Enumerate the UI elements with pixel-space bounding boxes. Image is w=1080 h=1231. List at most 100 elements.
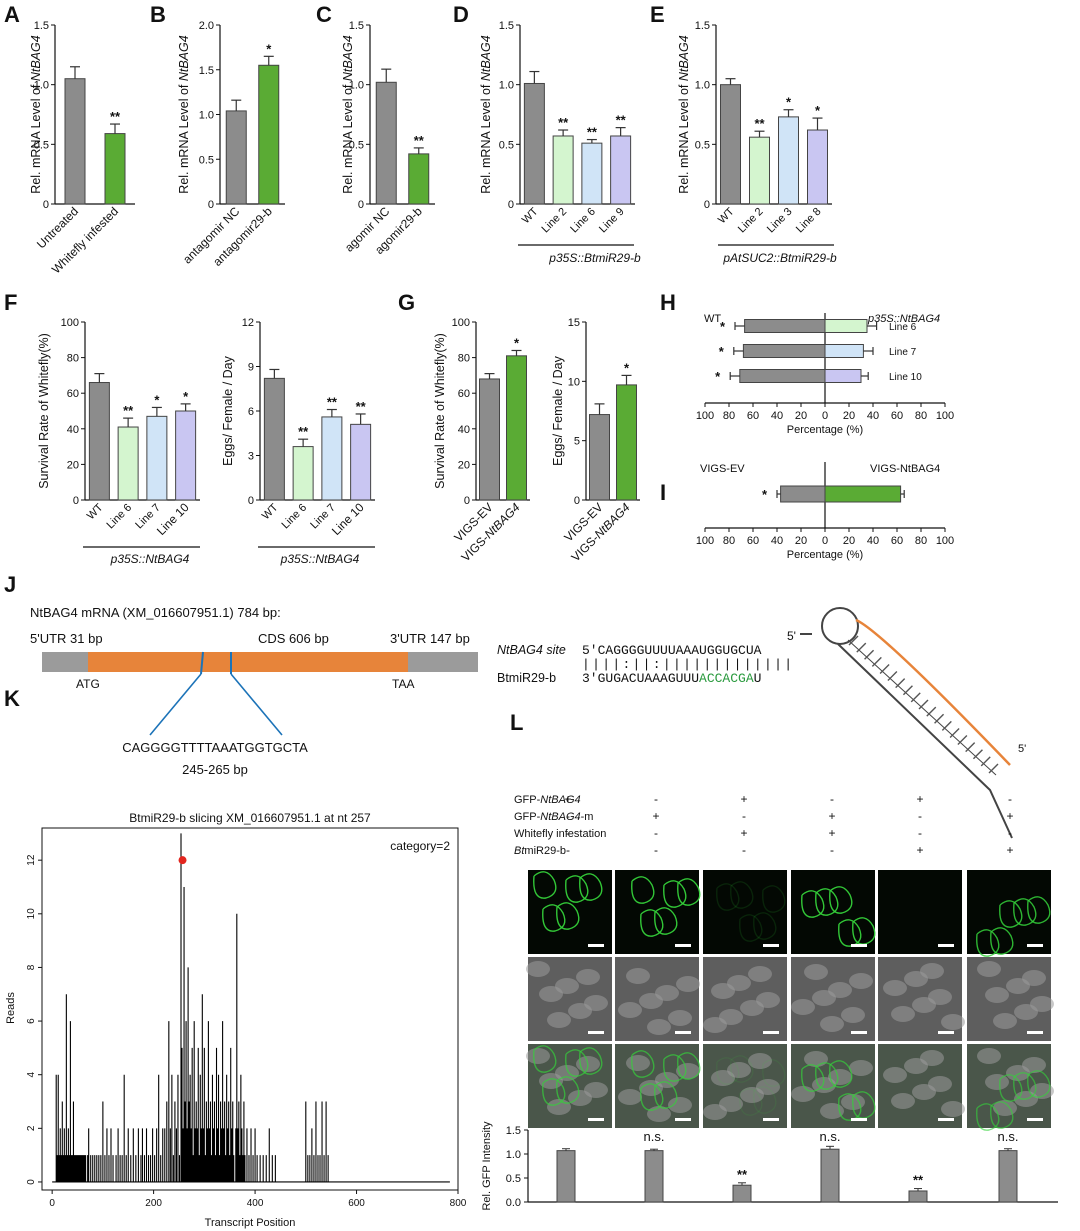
y-tick-label: 0 bbox=[704, 199, 710, 211]
bar bbox=[552, 135, 574, 205]
j-site-mark-left bbox=[200, 651, 204, 675]
y-axis-label-part: NtBAG4 bbox=[29, 35, 43, 81]
scale-bar bbox=[588, 1031, 604, 1034]
bar bbox=[225, 110, 247, 205]
x-axis-label: Percentage (%) bbox=[787, 549, 863, 561]
cell-shape bbox=[912, 997, 936, 1013]
cell-shape bbox=[748, 966, 772, 982]
bar bbox=[610, 135, 632, 205]
hairpin-target-strand bbox=[855, 618, 1011, 766]
i-right-label: VIGS-NtBAG4 bbox=[870, 463, 940, 475]
cell-shape bbox=[668, 1010, 692, 1026]
y-tick-label: 0.5 bbox=[499, 139, 514, 151]
cell-shape bbox=[812, 990, 836, 1006]
gfp-signal bbox=[654, 907, 678, 935]
significance-label: * bbox=[154, 392, 160, 407]
y-tick-label: 0.5 bbox=[34, 139, 49, 151]
cell-shape bbox=[703, 1104, 727, 1120]
base-pair-rung bbox=[980, 756, 991, 767]
cell-shape bbox=[576, 969, 600, 985]
gfp-signal bbox=[762, 885, 786, 913]
bar-right bbox=[824, 319, 868, 333]
base-pair-rung bbox=[848, 635, 859, 646]
bar bbox=[104, 133, 126, 205]
bar-right bbox=[824, 485, 902, 503]
y-axis-label-part: NtBAG4 bbox=[177, 35, 191, 81]
l-row-label: BtmiR29-b bbox=[514, 845, 566, 857]
gfp-signal bbox=[999, 900, 1023, 928]
j-utr5-label: 5'UTR 31 bp bbox=[30, 631, 103, 646]
row-label: Line 10 bbox=[889, 372, 922, 383]
hairpin-loop bbox=[821, 607, 859, 645]
j-mir-rna: 3'GUGACUAAAGUUUACCACGAU bbox=[582, 671, 761, 686]
bar bbox=[375, 81, 397, 205]
gfp-signal bbox=[739, 1088, 763, 1116]
x-tick-label: 0 bbox=[822, 535, 828, 547]
gfp-signal bbox=[976, 1103, 1000, 1131]
j-site-rna: 5'CAGGGGUUUUAAAUGGUGCUA bbox=[582, 643, 762, 658]
l-row-label-part: Bt bbox=[514, 845, 525, 857]
gfp-signal bbox=[533, 871, 557, 899]
cell-shape bbox=[526, 1048, 550, 1064]
gfp-signal bbox=[829, 1060, 853, 1088]
cell-shape bbox=[977, 961, 1001, 977]
bar bbox=[117, 426, 139, 501]
y-tick-label: 0 bbox=[208, 199, 214, 211]
micrograph-tile bbox=[528, 870, 612, 954]
x-tick-label: Line 3 bbox=[765, 206, 795, 236]
base-pair-rung bbox=[965, 742, 976, 753]
x-tick-label: 40 bbox=[771, 410, 783, 422]
gfp-signal bbox=[1027, 896, 1051, 924]
j-site-label: NtBAG4 site bbox=[497, 643, 566, 657]
scale-bar bbox=[588, 944, 604, 947]
panel-label-i: I bbox=[660, 480, 666, 505]
y-tick-label: 0 bbox=[43, 199, 49, 211]
bar bbox=[589, 414, 610, 501]
chart-I: 100 80 60 40 20 0 20 40 60 80 100 Percentage (%) * bbox=[696, 462, 954, 561]
y-axis-label-part: NtBAG4 bbox=[677, 35, 691, 81]
bar-right bbox=[824, 344, 864, 358]
y-tick-label: 100 bbox=[452, 317, 470, 329]
scale-bar bbox=[675, 944, 691, 947]
h-left-label: WT bbox=[704, 313, 721, 325]
x-tick-label: 20 bbox=[843, 535, 855, 547]
y-tick-label: 10 bbox=[26, 908, 37, 920]
bar bbox=[292, 446, 314, 501]
y-tick-label: 0.0 bbox=[506, 1197, 521, 1209]
significance-label: ** bbox=[913, 1173, 924, 1188]
l-row-label: GFP-NtBAG4-m bbox=[514, 811, 593, 823]
y-axis-label: Rel. mRNA Level of NtBAG4 bbox=[479, 35, 493, 193]
bar bbox=[556, 1150, 576, 1203]
x-tick-label: WT bbox=[716, 205, 737, 226]
y-tick-label: 0 bbox=[26, 1179, 37, 1185]
significance-label: ** bbox=[587, 125, 598, 140]
base-pair-rung bbox=[972, 749, 983, 760]
bar bbox=[408, 153, 430, 205]
y-tick-label: 0 bbox=[464, 495, 470, 507]
cell-shape bbox=[791, 1086, 815, 1102]
j-taa: TAA bbox=[392, 677, 414, 691]
scale-bar bbox=[938, 1118, 954, 1121]
significance-label: ** bbox=[616, 113, 627, 128]
chart-title: BtmiR29-b slicing XM_016607951.1 at nt 2… bbox=[129, 811, 371, 825]
gfp-signal bbox=[579, 873, 603, 901]
gfp-signal bbox=[640, 909, 664, 937]
y-tick-label: 1.0 bbox=[499, 80, 514, 92]
x-tick-label: 20 bbox=[843, 410, 855, 422]
x-tick-label: Line 6 bbox=[280, 502, 310, 532]
y-tick-label: 1.0 bbox=[199, 110, 214, 122]
base-pair-rung bbox=[910, 692, 921, 703]
y-tick-label: 6 bbox=[248, 406, 254, 418]
l-sign: + bbox=[916, 792, 923, 806]
svg-text:5': 5' bbox=[787, 629, 796, 643]
x-tick-label: 60 bbox=[747, 535, 759, 547]
gfp-signal bbox=[533, 1045, 557, 1073]
bar bbox=[506, 355, 527, 501]
bar bbox=[616, 384, 637, 501]
y-tick-label: 8 bbox=[26, 964, 37, 970]
significance-label: n.s. bbox=[998, 1129, 1019, 1144]
gfp-signal bbox=[579, 1047, 603, 1075]
cell-shape bbox=[740, 1000, 764, 1016]
chart-D: 0 0.5 1.0 1.5 WT ** Line 2 ** Line 6 ** Line 9 Rel.… bbox=[479, 20, 635, 235]
